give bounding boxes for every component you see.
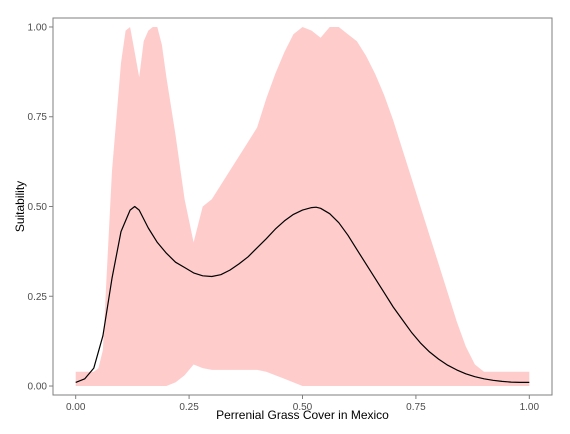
y-tick-label: 0.75 [28, 112, 48, 123]
y-axis-title: Suitability [13, 181, 27, 232]
confidence-band-layer [75, 27, 530, 386]
x-tick-label: 0.50 [293, 402, 313, 413]
suitability-curve-layer [75, 205, 530, 383]
x-tick-label: 0.25 [179, 402, 199, 413]
x-tick-label: 0.75 [406, 402, 426, 413]
x-tick-label: 0.00 [66, 402, 86, 413]
y-tick-label: 0.50 [28, 202, 48, 213]
y-tick-label: 1.00 [28, 22, 48, 33]
confidence-band [75, 27, 530, 386]
x-tick-label: 1.00 [520, 402, 540, 413]
y-tick-label: 0.00 [28, 382, 48, 393]
x-axis: 0.00 0.25 0.50 0.75 1.00 [66, 395, 540, 413]
y-tick-label: 0.25 [28, 292, 48, 303]
x-axis-title: Perrenial Grass Cover in Mexico [216, 408, 389, 422]
suitability-curve [75, 205, 530, 383]
y-axis: 0.00 0.25 0.50 0.75 1.00 [28, 22, 53, 393]
